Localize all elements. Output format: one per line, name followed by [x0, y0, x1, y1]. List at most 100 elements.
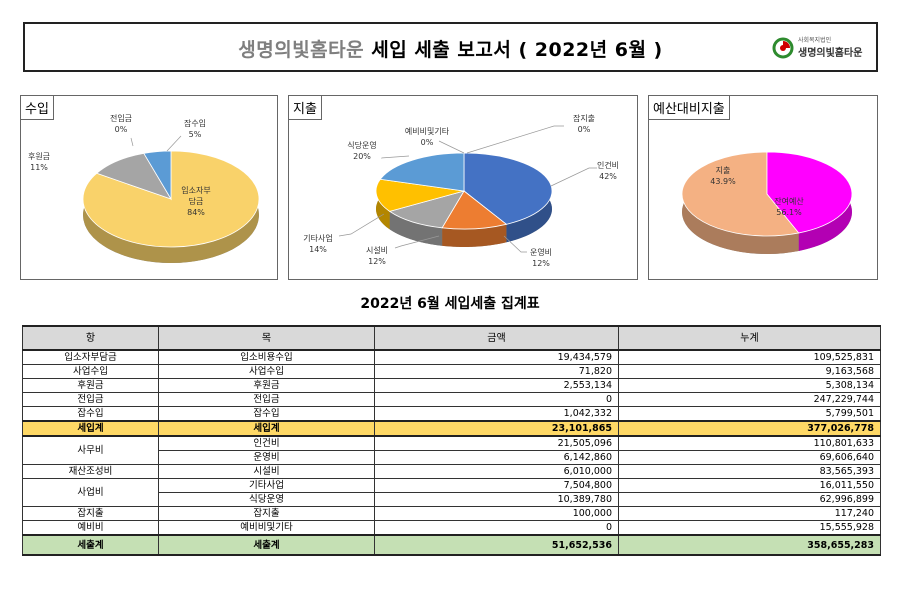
table-row: 사무비 인건비 21,505,096 110,801,633	[22, 435, 881, 465]
chart-title-income: 수입	[21, 96, 54, 120]
slice-label: 식당운영 20%	[347, 140, 376, 161]
logo-name: 생명의빛홈타운	[798, 48, 863, 59]
cell-hang: 세입계	[22, 420, 159, 437]
cell-amount: 2,553,134	[374, 378, 619, 393]
cell-mok: 인건비	[158, 435, 375, 451]
cell-mok: 잡지출	[158, 506, 375, 521]
col-header-hang: 항	[22, 325, 159, 351]
budget-pie-chart: 잔여예산 56.1% 지출 43.9%	[681, 151, 853, 254]
leader-line	[394, 235, 440, 249]
cell-amount: 0	[374, 520, 619, 536]
cell-mok: 예비비및기타	[158, 520, 375, 536]
slice-label: 지출 43.9%	[710, 165, 736, 186]
col-header-mok: 목	[158, 325, 375, 351]
chart-panel-expense: 인건비 42% 운영비 12% 시설비 12% 기타사업 14% 식당운영 20% 예비비및기타 0%…	[288, 95, 638, 280]
slice-label: 잡수입 5%	[184, 118, 206, 139]
report-title: 생명의빛홈타운 세입 세출 보고서 ( 2022년 6월 )	[25, 35, 876, 62]
pie-slice-4	[143, 150, 172, 201]
cell-total: 15,555,928	[618, 520, 881, 536]
cell-mok: 사업수입	[158, 364, 375, 379]
chart-panel-income: 입소자부 담금 84% 후원금 11% 전입금 0% 잡수입 5% 수입	[20, 95, 278, 280]
cell-hang: 전입금	[22, 392, 159, 407]
slice-label: 입소자부 담금 84%	[181, 186, 210, 217]
cell-total: 117,240	[618, 506, 881, 521]
cell-total: 62,996,899	[618, 492, 881, 507]
leader-line	[466, 125, 564, 154]
slice-label: 시설비 12%	[366, 245, 388, 266]
expense-total-row: 세출계 세출계 51,652,536 358,655,283	[22, 534, 881, 556]
income-subtotal-row: 세입계 세입계 23,101,865 377,026,778	[22, 420, 881, 437]
leader-line	[380, 155, 410, 159]
cell-amount: 51,652,536	[374, 534, 619, 556]
leader-line	[438, 140, 465, 154]
table-row: 전입금 전입금 0 247,229,744	[22, 392, 881, 407]
expense-pie-chart: 인건비 42% 운영비 12% 시설비 12% 기타사업 14% 식당운영 20% 예비비및기타 0%…	[303, 113, 619, 268]
cell-mok: 기타사업	[158, 478, 375, 493]
pie-side-3	[389, 211, 443, 246]
report-title-text: 세입 세출 보고서 ( 2022년 6월 )	[371, 39, 663, 61]
pie-slice-3	[388, 190, 465, 229]
cell-amount: 71,820	[374, 364, 619, 379]
table-row: 재산조성비 시설비 6,010,000 83,565,393	[22, 464, 881, 479]
cell-mok: 식당운영	[158, 492, 375, 507]
cell-total: 358,655,283	[618, 534, 881, 556]
cell-mok: 세입계	[158, 420, 375, 437]
cell-hang: 잡지출	[22, 506, 159, 521]
slice-label: 잔여예산 56.1%	[774, 196, 804, 217]
table-row: 사업비 기타사업 7,504,800 16,011,550	[22, 478, 881, 507]
cell-amount: 19,434,579	[374, 349, 619, 365]
slice-label: 인건비 42%	[597, 160, 619, 181]
cell-mok: 시설비	[158, 464, 375, 479]
table-row: 잡지출 잡지출 100,000 117,240	[22, 506, 881, 521]
cell-hang: 재산조성비	[22, 464, 159, 479]
table-header-row: 항 목 금액 누계	[22, 325, 881, 351]
report-header: 생명의빛홈타운 세입 세출 보고서 ( 2022년 6월 ) 사회복지법인 생명…	[23, 22, 878, 72]
cell-hang: 잡수입	[22, 406, 159, 422]
leader-line	[550, 167, 597, 187]
org-name: 생명의빛홈타운	[238, 39, 365, 61]
logo-mark-icon	[772, 37, 794, 59]
cell-amount: 21,505,096	[374, 435, 619, 451]
leader-line	[338, 213, 385, 237]
cell-hang: 세출계	[22, 534, 159, 556]
cell-amount: 100,000	[374, 506, 619, 521]
cell-hang: 입소자부담금	[22, 349, 159, 365]
slice-label: 예비비및기타 0%	[405, 126, 450, 147]
cell-mok: 잡수입	[158, 406, 375, 422]
cell-total: 109,525,831	[618, 349, 881, 365]
cell-amount: 6,010,000	[374, 464, 619, 479]
cell-total: 9,163,568	[618, 364, 881, 379]
slice-label: 잡지출 0%	[573, 113, 595, 134]
slice-label: 기타사업 14%	[303, 234, 332, 254]
pie-slice-5	[379, 152, 465, 192]
table-row: 사업수입 사업수입 71,820 9,163,568	[22, 364, 881, 379]
cell-total: 377,026,778	[618, 420, 881, 437]
cell-mok: 세출계	[158, 534, 375, 556]
income-pie-chart: 입소자부 담금 84% 후원금 11% 전입금 0% 잡수입 5%	[28, 113, 260, 263]
chart-title-expense: 지출	[289, 96, 322, 120]
col-header-total: 누계	[618, 325, 881, 351]
pie-slice-2	[441, 190, 508, 230]
cell-mok: 운영비	[158, 450, 375, 465]
cell-total: 247,229,744	[618, 392, 881, 407]
cell-hang: 예비비	[22, 520, 159, 536]
cell-total: 69,606,640	[618, 450, 881, 465]
chart-title-budget: 예산대비지출	[649, 96, 730, 120]
cell-total: 110,801,633	[618, 435, 881, 451]
logo-subtitle: 사회복지법인	[798, 37, 832, 44]
col-header-amount: 금액	[374, 325, 619, 351]
cell-hang: 후원금	[22, 378, 159, 393]
summary-table: 항 목 금액 누계 입소자부담금 입소비용수입 19,434,579 109,5…	[22, 325, 881, 556]
cell-mok: 전입금	[158, 392, 375, 407]
chart-panel-budget: 잔여예산 56.1% 지출 43.9% 예산대비지출	[648, 95, 878, 280]
table-row: 후원금 후원금 2,553,134 5,308,134	[22, 378, 881, 393]
pie-side-2	[442, 224, 507, 247]
pie-slice-1	[463, 152, 553, 225]
cell-amount: 0	[374, 392, 619, 407]
slice-label: 전입금 0%	[110, 113, 132, 134]
cell-amount: 23,101,865	[374, 420, 619, 437]
cell-total: 83,565,393	[618, 464, 881, 479]
org-logo: 사회복지법인 생명의빛홈타운	[772, 35, 868, 63]
cell-amount: 1,042,332	[374, 406, 619, 422]
leader-line	[130, 137, 134, 147]
